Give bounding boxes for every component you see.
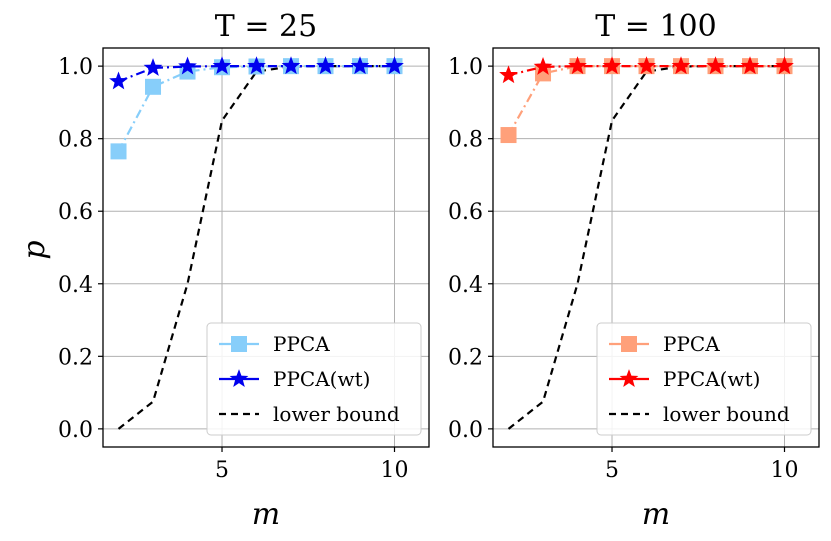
legend-label: lower bound	[273, 402, 400, 426]
data-point	[350, 56, 370, 75]
y-tick-label: 0.0	[448, 418, 483, 443]
y-tick-label: 0.2	[448, 345, 483, 370]
series-ppca	[110, 58, 403, 160]
data-point	[671, 56, 691, 75]
y-tick-label: 0.6	[448, 200, 483, 225]
data-point	[385, 56, 404, 75]
y-tick-label: 0.8	[448, 128, 483, 153]
legend-label: PPCA(wt)	[663, 367, 760, 391]
x-tick-label: 5	[215, 458, 229, 483]
x-axis-label: m	[642, 497, 670, 532]
series-ppca-wt	[499, 56, 794, 84]
data-point	[143, 58, 163, 76]
legend: PPCA PPCA(wt) lower bound	[206, 322, 422, 436]
legend-marker	[229, 369, 249, 387]
y-tick-label: 0.4	[58, 273, 93, 298]
data-point	[602, 56, 622, 75]
x-tick-label: 5	[605, 458, 619, 483]
legend-box	[206, 322, 422, 436]
legend-entry: PPCA	[609, 332, 720, 356]
chart-panel-1: 5 10 0.0 0.2 0.4 0.6 0.8 1.0 T = 25 m p PPCA PPCA(wt…	[17, 9, 430, 532]
legend-label: PPCA	[273, 332, 330, 356]
x-axis-label: m	[252, 497, 280, 532]
legend: PPCA PPCA(wt) lower bound	[596, 322, 812, 436]
legend-entry: PPCA(wt)	[609, 367, 760, 391]
y-axis-label: p	[17, 240, 52, 259]
legend-entry: lower bound	[609, 402, 790, 426]
chart-panel-2: 5 10 0.0 0.2 0.4 0.6 0.8 1.0 T = 100 m PPCA PPCA(wt…	[448, 9, 820, 532]
x-tick-label: 10	[381, 458, 409, 483]
legend-marker	[621, 336, 637, 352]
y-tick-label: 1.0	[448, 55, 483, 80]
y-tick-label: 0.8	[58, 128, 93, 153]
data-point	[533, 57, 553, 75]
y-tick-label: 0.6	[58, 200, 93, 225]
y-tick-label: 1.0	[58, 55, 93, 80]
data-point	[499, 65, 518, 84]
data-point	[212, 56, 232, 75]
series-ppca-wt	[109, 56, 404, 90]
legend-label: PPCA(wt)	[273, 367, 370, 391]
data-point	[316, 56, 335, 75]
x-tick-label: 10	[771, 458, 799, 483]
data-point	[500, 127, 517, 144]
legend-marker	[231, 336, 247, 352]
data-point	[110, 143, 127, 160]
data-point	[247, 56, 266, 75]
data-point	[637, 56, 656, 75]
chart-title: T = 100	[595, 9, 716, 44]
plot-frame	[102, 47, 430, 448]
legend-entry: PPCA	[219, 332, 330, 356]
data-point	[706, 56, 725, 75]
legend-entry: PPCA(wt)	[219, 367, 370, 391]
plot-frame	[492, 47, 820, 448]
legend-label: PPCA	[663, 332, 720, 356]
data-point	[740, 56, 760, 75]
legend-entry: lower bound	[219, 402, 400, 426]
data-point	[775, 56, 794, 75]
y-tick-label: 0.0	[58, 418, 93, 443]
data-point	[178, 56, 197, 75]
data-point	[281, 56, 301, 75]
y-tick-label: 0.2	[58, 345, 93, 370]
data-point	[145, 78, 162, 95]
data-point	[109, 71, 128, 90]
chart-title: T = 25	[215, 9, 317, 44]
legend-label: lower bound	[663, 402, 790, 426]
y-tick-label: 0.4	[448, 273, 483, 298]
legend-marker	[619, 369, 639, 387]
data-point	[568, 56, 587, 75]
legend-box	[596, 322, 812, 436]
